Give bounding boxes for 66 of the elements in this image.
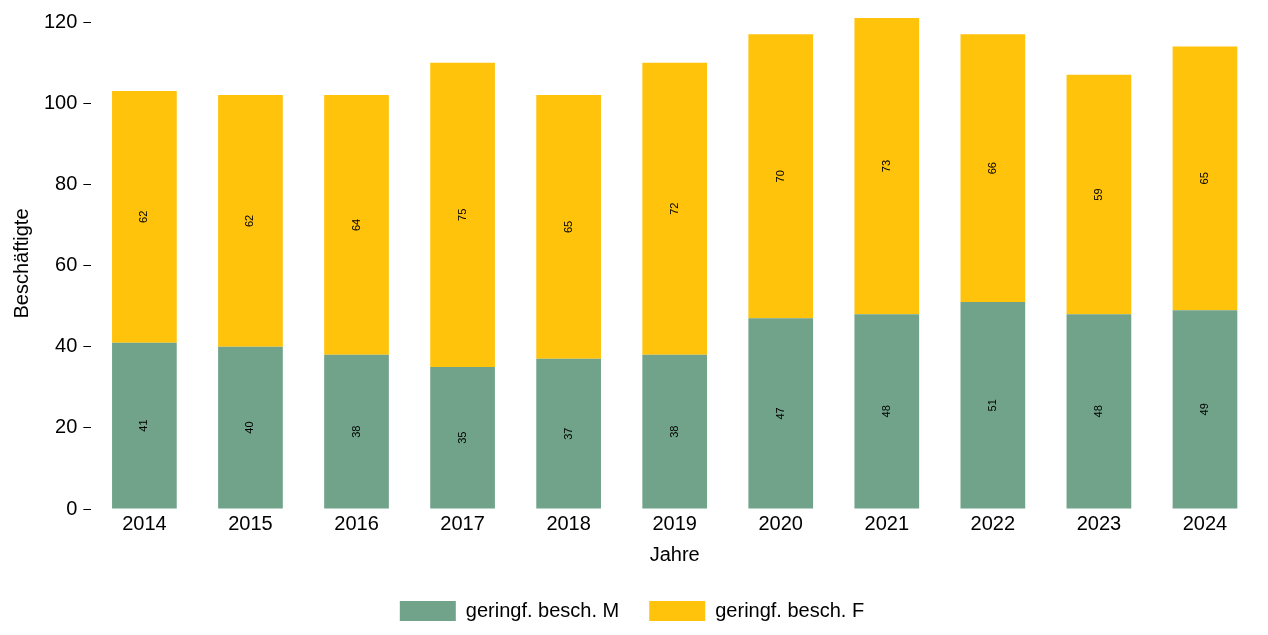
data-label: 64	[349, 218, 362, 232]
data-label: 38	[349, 425, 362, 438]
y-tick-label: 100	[43, 90, 78, 113]
x-tick-label: 2014	[122, 511, 167, 534]
x-tick-label: 2021	[864, 511, 910, 534]
data-label: 47	[773, 407, 786, 420]
x-tick-label: 2019	[652, 511, 697, 534]
bar	[1172, 46, 1238, 311]
bar	[430, 62, 495, 367]
bar	[218, 346, 283, 509]
data-label: 62	[137, 210, 150, 223]
bar	[854, 314, 920, 509]
x-tick-label: 2022	[970, 511, 1016, 534]
data-label: 38	[667, 425, 680, 438]
data-label: 62	[243, 214, 256, 228]
x-tick-label: 2018	[546, 511, 591, 534]
data-label: 48	[879, 405, 892, 418]
y-tick-label: 120	[43, 9, 78, 32]
bar	[324, 354, 389, 509]
data-label: 65	[1198, 172, 1210, 185]
bar	[536, 95, 601, 359]
data-label: 59	[1091, 188, 1104, 201]
data-label: 49	[1198, 403, 1210, 416]
data-label: 41	[137, 419, 150, 432]
bar	[112, 91, 177, 343]
x-tick-label: 2016	[334, 511, 379, 534]
bar	[854, 18, 920, 315]
bar	[1066, 74, 1132, 315]
bar	[642, 62, 708, 355]
bar	[324, 95, 389, 355]
y-tick-label: 40	[55, 334, 78, 357]
legend-label: geringf. besch. F	[715, 598, 865, 621]
bar	[748, 318, 814, 509]
data-label: 65	[561, 220, 574, 234]
x-tick-label: 2024	[1182, 511, 1228, 534]
bar	[1066, 314, 1132, 509]
data-label: 51	[985, 399, 998, 412]
bar	[536, 358, 601, 509]
x-axis-title: Jahre	[649, 542, 700, 565]
bar	[642, 354, 708, 509]
data-label: 48	[1091, 405, 1104, 418]
y-tick-label: 0	[66, 496, 78, 519]
data-label: 35	[455, 431, 468, 444]
bar	[960, 302, 1026, 509]
x-tick-label: 2015	[228, 511, 273, 534]
bar	[430, 366, 495, 509]
bar	[748, 34, 814, 319]
x-tick-label: 2023	[1076, 511, 1122, 534]
y-tick-label: 60	[55, 253, 78, 276]
legend-label: geringf. besch. M	[465, 598, 620, 621]
y-axis-title: Beschäftigte	[9, 208, 32, 319]
x-tick-label: 2020	[758, 511, 803, 534]
x-tick-label: 2017	[440, 511, 485, 534]
data-label: 73	[879, 159, 892, 173]
data-label: 72	[667, 202, 680, 215]
data-label: 40	[243, 421, 256, 434]
data-label: 66	[985, 162, 998, 175]
data-label: 75	[455, 208, 468, 221]
y-tick-label: 80	[55, 171, 78, 194]
data-label: 70	[773, 170, 786, 183]
data-label: 37	[561, 427, 574, 440]
bar	[218, 95, 283, 347]
bar	[112, 342, 177, 509]
bar	[960, 34, 1026, 303]
y-tick-label: 20	[55, 415, 78, 438]
bar	[1172, 310, 1238, 509]
